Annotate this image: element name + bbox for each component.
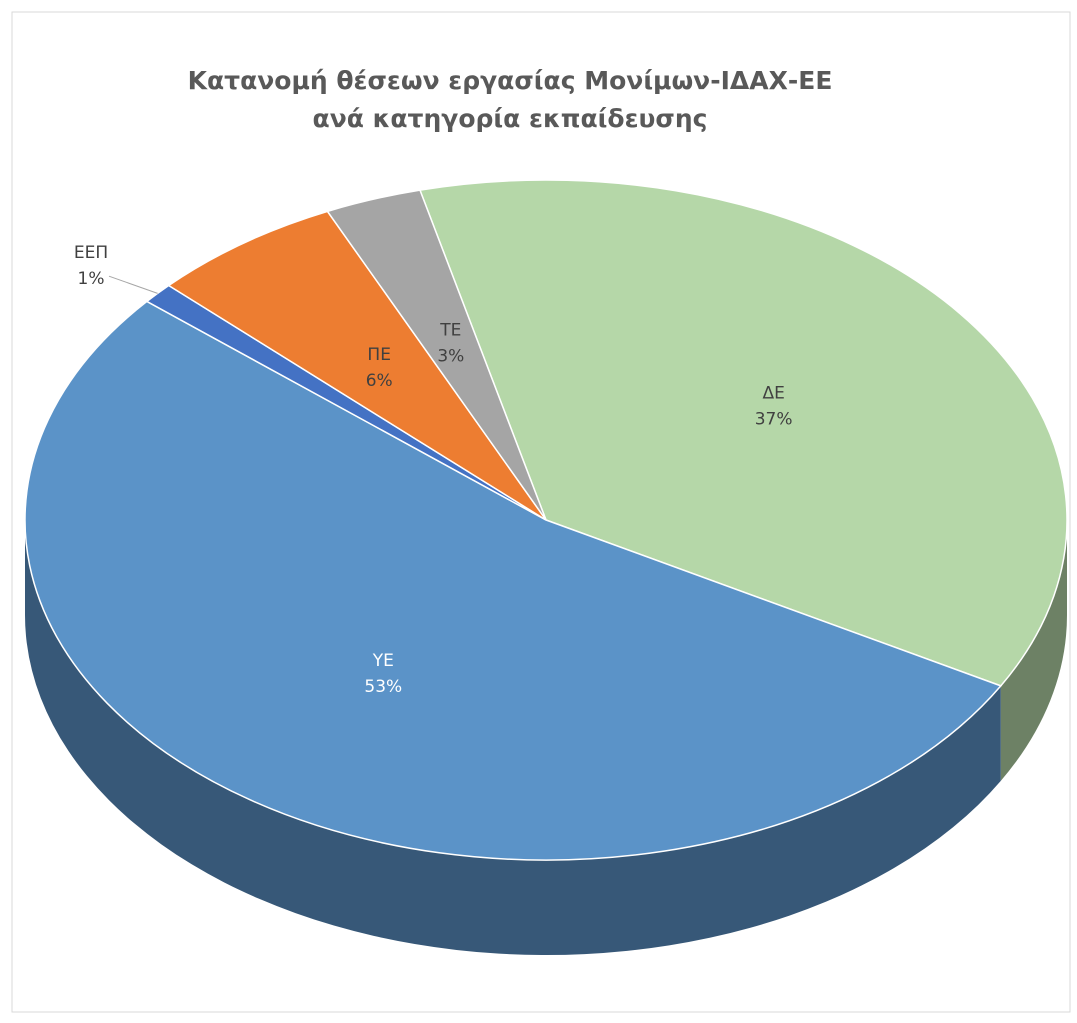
data-label-category: ΔΕ bbox=[762, 383, 784, 403]
slice bbox=[24, 300, 1003, 861]
leader-line bbox=[108, 275, 158, 294]
chart-subtitle: ανά κατηγορία εκπαίδευσης bbox=[313, 104, 708, 133]
slice bbox=[167, 210, 547, 521]
slice bbox=[418, 179, 1068, 687]
data-label-category: ΤΕ bbox=[439, 321, 461, 341]
data-label: 37% bbox=[755, 409, 793, 429]
slice bbox=[326, 189, 547, 521]
slice-side bbox=[1000, 520, 1067, 781]
slice-side bbox=[25, 520, 1001, 955]
data-label: 1% bbox=[78, 269, 105, 289]
data-label: 53% bbox=[364, 677, 402, 697]
chart-title: Κατανομή θέσεων εργασίας Μονίμων-ΙΔΑΧ-ΕΕ bbox=[188, 66, 833, 95]
data-label-category: ΥΕ bbox=[372, 651, 394, 671]
data-label: 3% bbox=[437, 347, 464, 367]
data-label: 6% bbox=[366, 371, 393, 391]
data-label-category: ΠΕ bbox=[367, 345, 391, 365]
data-label-category: ΕΕΠ bbox=[74, 243, 108, 263]
